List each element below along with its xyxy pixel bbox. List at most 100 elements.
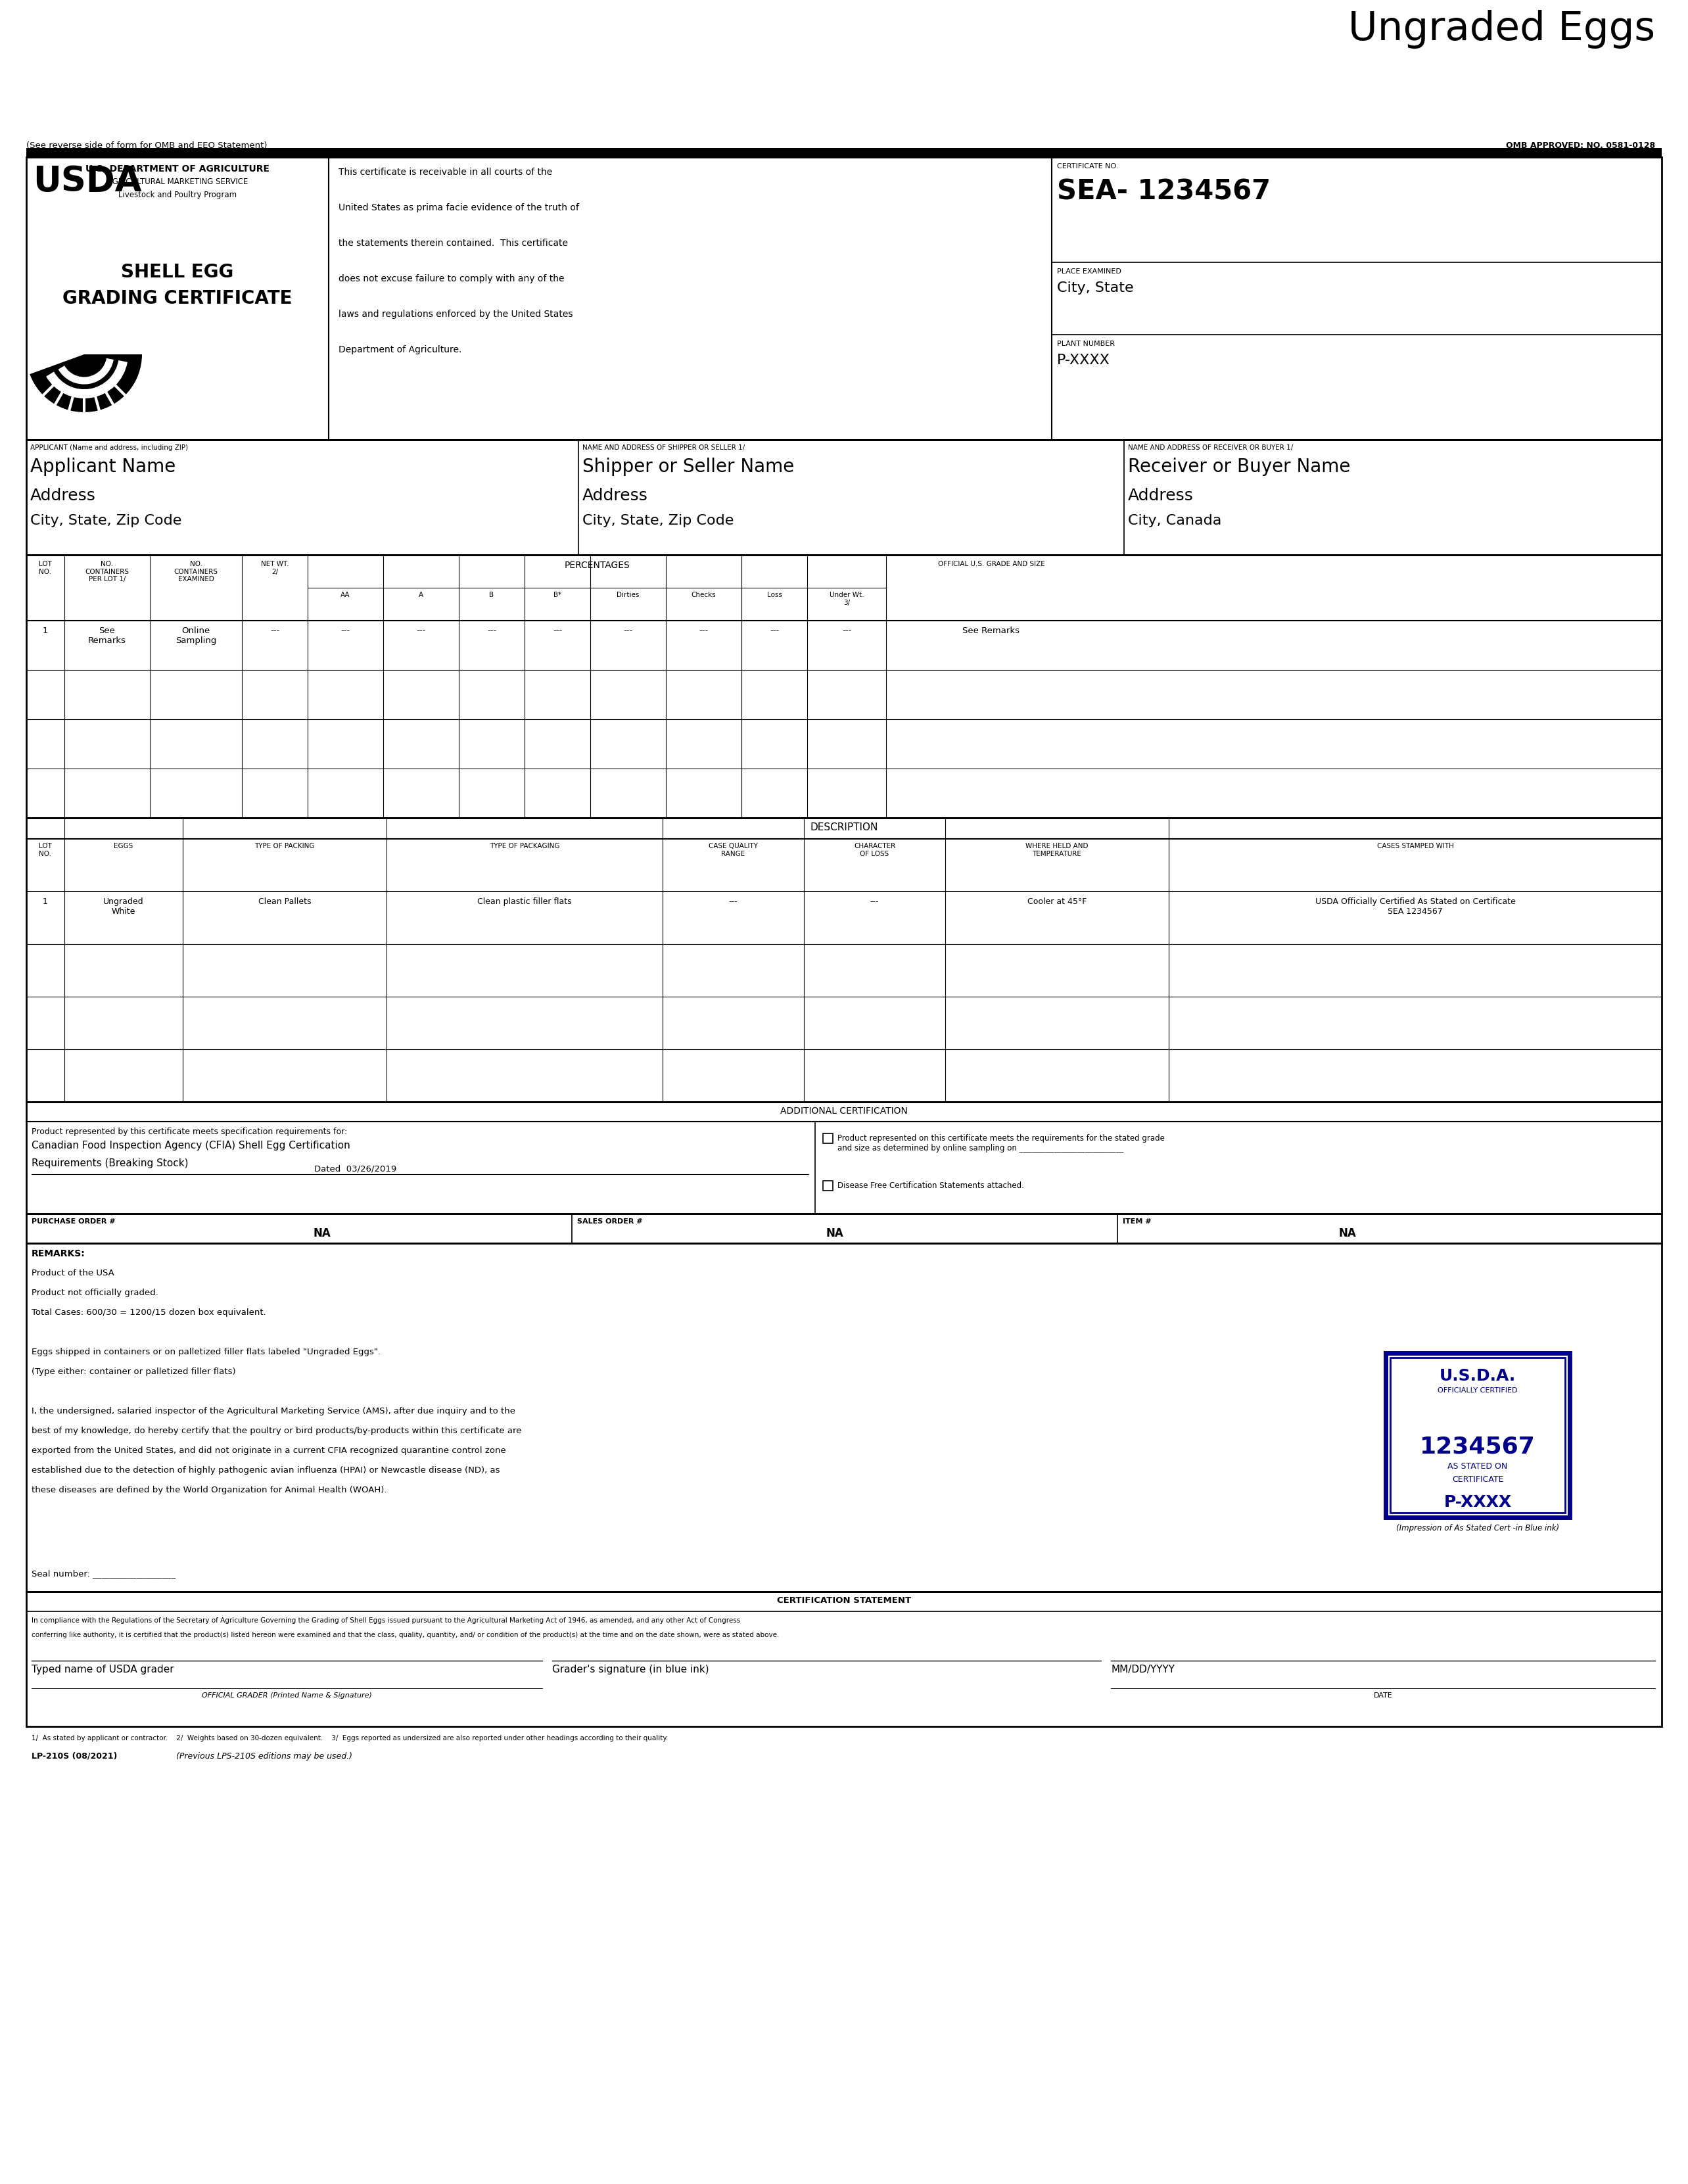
Bar bbox=[824, 1182, 832, 1190]
Text: CHARACTER
OF LOSS: CHARACTER OF LOSS bbox=[854, 843, 895, 856]
Text: Under Wt.
3/: Under Wt. 3/ bbox=[829, 592, 864, 605]
Text: See
Remarks: See Remarks bbox=[88, 627, 127, 644]
Text: AGRICULTURAL MARKETING SERVICE: AGRICULTURAL MARKETING SERVICE bbox=[106, 177, 248, 186]
Text: PERCENTAGES: PERCENTAGES bbox=[564, 561, 630, 570]
Text: City, State: City, State bbox=[1057, 282, 1134, 295]
Text: PURCHASE ORDER #: PURCHASE ORDER # bbox=[32, 1219, 115, 1225]
Bar bbox=[27, 157, 1661, 441]
Text: Ungraded Eggs: Ungraded Eggs bbox=[1349, 11, 1656, 48]
Bar bbox=[27, 555, 1661, 819]
Text: PLANT NUMBER: PLANT NUMBER bbox=[1057, 341, 1114, 347]
Text: NA: NA bbox=[314, 1227, 331, 1238]
Text: OFFICIAL U.S. GRADE AND SIZE: OFFICIAL U.S. GRADE AND SIZE bbox=[939, 561, 1045, 568]
Text: B*: B* bbox=[554, 592, 562, 598]
Text: CASES STAMPED WITH: CASES STAMPED WITH bbox=[1377, 843, 1453, 850]
Text: ---: --- bbox=[729, 898, 738, 906]
Text: OFFICIAL GRADER (Printed Name & Signature): OFFICIAL GRADER (Printed Name & Signatur… bbox=[203, 1693, 371, 1699]
Text: In compliance with the Regulations of the Secretary of Agriculture Governing the: In compliance with the Regulations of th… bbox=[32, 1616, 741, 1623]
Text: Department of Agriculture.: Department of Agriculture. bbox=[339, 345, 463, 354]
Text: Product not officially graded.: Product not officially graded. bbox=[32, 1289, 159, 1297]
Text: NA: NA bbox=[1339, 1227, 1355, 1238]
Text: Address: Address bbox=[1128, 487, 1193, 505]
Text: Product represented by this certificate meets specification requirements for:: Product represented by this certificate … bbox=[32, 1127, 348, 1136]
Bar bbox=[27, 1592, 1661, 1728]
Text: DATE: DATE bbox=[1374, 1693, 1393, 1699]
Text: 1234567: 1234567 bbox=[1420, 1435, 1536, 1457]
Text: 1/  As stated by applicant or contractor.    2/  Weights based on 30-dozen equiv: 1/ As stated by applicant or contractor.… bbox=[32, 1734, 668, 1741]
Text: U.S.D.A.: U.S.D.A. bbox=[1440, 1367, 1516, 1382]
Text: Applicant Name: Applicant Name bbox=[30, 456, 176, 476]
Text: U.S. DEPARTMENT OF AGRICULTURE: U.S. DEPARTMENT OF AGRICULTURE bbox=[86, 164, 270, 173]
Text: GRADING CERTIFICATE: GRADING CERTIFICATE bbox=[62, 288, 292, 308]
Text: Address: Address bbox=[582, 487, 648, 505]
Text: best of my knowledge, do hereby certify that the poultry or bird products/by-pro: best of my knowledge, do hereby certify … bbox=[32, 1426, 522, 1435]
Text: See Remarks: See Remarks bbox=[962, 627, 1020, 636]
Text: does not excuse failure to comply with any of the: does not excuse failure to comply with a… bbox=[339, 273, 564, 284]
Text: ---: --- bbox=[869, 898, 879, 906]
Text: DESCRIPTION: DESCRIPTION bbox=[810, 821, 878, 832]
Text: City, State, Zip Code: City, State, Zip Code bbox=[582, 513, 734, 526]
Text: ---: --- bbox=[699, 627, 709, 636]
Text: Ungraded
White: Ungraded White bbox=[103, 898, 143, 915]
Text: P-XXXX: P-XXXX bbox=[1443, 1494, 1511, 1509]
Text: NET WT.
2/: NET WT. 2/ bbox=[262, 561, 289, 574]
Text: NO.
CONTAINERS
EXAMINED: NO. CONTAINERS EXAMINED bbox=[174, 561, 218, 583]
Text: ---: --- bbox=[417, 627, 425, 636]
Text: (Impression of As Stated Cert -in Blue ink): (Impression of As Stated Cert -in Blue i… bbox=[1396, 1524, 1560, 1533]
Text: NO.
CONTAINERS
PER LOT 1/: NO. CONTAINERS PER LOT 1/ bbox=[84, 561, 130, 583]
Text: MM/DD/YYYY: MM/DD/YYYY bbox=[1111, 1664, 1175, 1673]
Text: NAME AND ADDRESS OF SHIPPER OR SELLER 1/: NAME AND ADDRESS OF SHIPPER OR SELLER 1/ bbox=[582, 443, 744, 450]
Text: Canadian Food Inspection Agency (CFIA) Shell Egg Certification: Canadian Food Inspection Agency (CFIA) S… bbox=[32, 1140, 349, 1151]
Text: Dirties: Dirties bbox=[616, 592, 640, 598]
Text: PLACE EXAMINED: PLACE EXAMINED bbox=[1057, 269, 1121, 275]
Text: ITEM #: ITEM # bbox=[1123, 1219, 1151, 1225]
Text: LOT
NO.: LOT NO. bbox=[39, 843, 52, 856]
Text: United States as prima facie evidence of the truth of: United States as prima facie evidence of… bbox=[339, 203, 579, 212]
Text: established due to the detection of highly pathogenic avian influenza (HPAI) or : established due to the detection of high… bbox=[32, 1465, 500, 1474]
Text: USDA Officially Certified As Stated on Certificate
SEA 1234567: USDA Officially Certified As Stated on C… bbox=[1315, 898, 1516, 915]
Text: B: B bbox=[490, 592, 495, 598]
Text: ---: --- bbox=[623, 627, 633, 636]
Bar bbox=[1386, 1352, 1570, 1518]
Text: USDA: USDA bbox=[32, 164, 142, 199]
Text: ---: --- bbox=[552, 627, 562, 636]
Bar bbox=[27, 441, 1661, 555]
Text: City, State, Zip Code: City, State, Zip Code bbox=[30, 513, 182, 526]
Text: ---: --- bbox=[770, 627, 778, 636]
Text: ---: --- bbox=[341, 627, 349, 636]
Text: SEA- 1234567: SEA- 1234567 bbox=[1057, 177, 1271, 205]
Text: LOT
NO.: LOT NO. bbox=[39, 561, 52, 574]
Text: Total Cases: 600/30 = 1200/15 dozen box equivalent.: Total Cases: 600/30 = 1200/15 dozen box … bbox=[32, 1308, 267, 1317]
Text: CERTIFICATE NO.: CERTIFICATE NO. bbox=[1057, 164, 1119, 170]
Text: 1: 1 bbox=[42, 627, 49, 636]
Text: NAME AND ADDRESS OF RECEIVER OR BUYER 1/: NAME AND ADDRESS OF RECEIVER OR BUYER 1/ bbox=[1128, 443, 1293, 450]
Text: NA: NA bbox=[825, 1227, 844, 1238]
Text: conferring like authority, it is certified that the product(s) listed hereon wer: conferring like authority, it is certifi… bbox=[32, 1631, 780, 1638]
Bar bbox=[27, 149, 1661, 157]
Text: ADDITIONAL CERTIFICATION: ADDITIONAL CERTIFICATION bbox=[780, 1105, 908, 1116]
Text: Clean plastic filler flats: Clean plastic filler flats bbox=[478, 898, 572, 906]
Text: OFFICIALLY CERTIFIED: OFFICIALLY CERTIFIED bbox=[1438, 1387, 1518, 1393]
Text: these diseases are defined by the World Organization for Animal Health (WOAH).: these diseases are defined by the World … bbox=[32, 1485, 387, 1494]
Text: OMB APPROVED: NO. 0581-0128: OMB APPROVED: NO. 0581-0128 bbox=[1506, 142, 1656, 151]
Text: I, the undersigned, salaried inspector of the Agricultural Marketing Service (AM: I, the undersigned, salaried inspector o… bbox=[32, 1406, 515, 1415]
Text: Address: Address bbox=[30, 487, 96, 505]
Wedge shape bbox=[30, 356, 142, 413]
Text: SALES ORDER #: SALES ORDER # bbox=[577, 1219, 643, 1225]
Text: Checks: Checks bbox=[692, 592, 716, 598]
Text: (See reverse side of form for OMB and EEO Statement): (See reverse side of form for OMB and EE… bbox=[27, 142, 267, 151]
Text: Disease Free Certification Statements attached.: Disease Free Certification Statements at… bbox=[837, 1182, 1025, 1190]
Text: TYPE OF PACKAGING: TYPE OF PACKAGING bbox=[490, 843, 559, 850]
Text: A: A bbox=[419, 592, 424, 598]
Text: 1: 1 bbox=[42, 898, 47, 906]
Text: Shipper or Seller Name: Shipper or Seller Name bbox=[582, 456, 795, 476]
Text: (Previous LPS-210S editions may be used.): (Previous LPS-210S editions may be used.… bbox=[176, 1752, 353, 1760]
Text: laws and regulations enforced by the United States: laws and regulations enforced by the Uni… bbox=[339, 310, 572, 319]
Bar bbox=[27, 1103, 1661, 1214]
Text: TYPE OF PACKING: TYPE OF PACKING bbox=[255, 843, 314, 850]
Text: Online
Sampling: Online Sampling bbox=[176, 627, 216, 644]
Text: Product represented on this certificate meets the requirements for the stated gr: Product represented on this certificate … bbox=[837, 1133, 1165, 1153]
Text: Loss: Loss bbox=[766, 592, 782, 598]
Text: CASE QUALITY
RANGE: CASE QUALITY RANGE bbox=[709, 843, 758, 856]
Text: REMARKS:: REMARKS: bbox=[32, 1249, 86, 1258]
